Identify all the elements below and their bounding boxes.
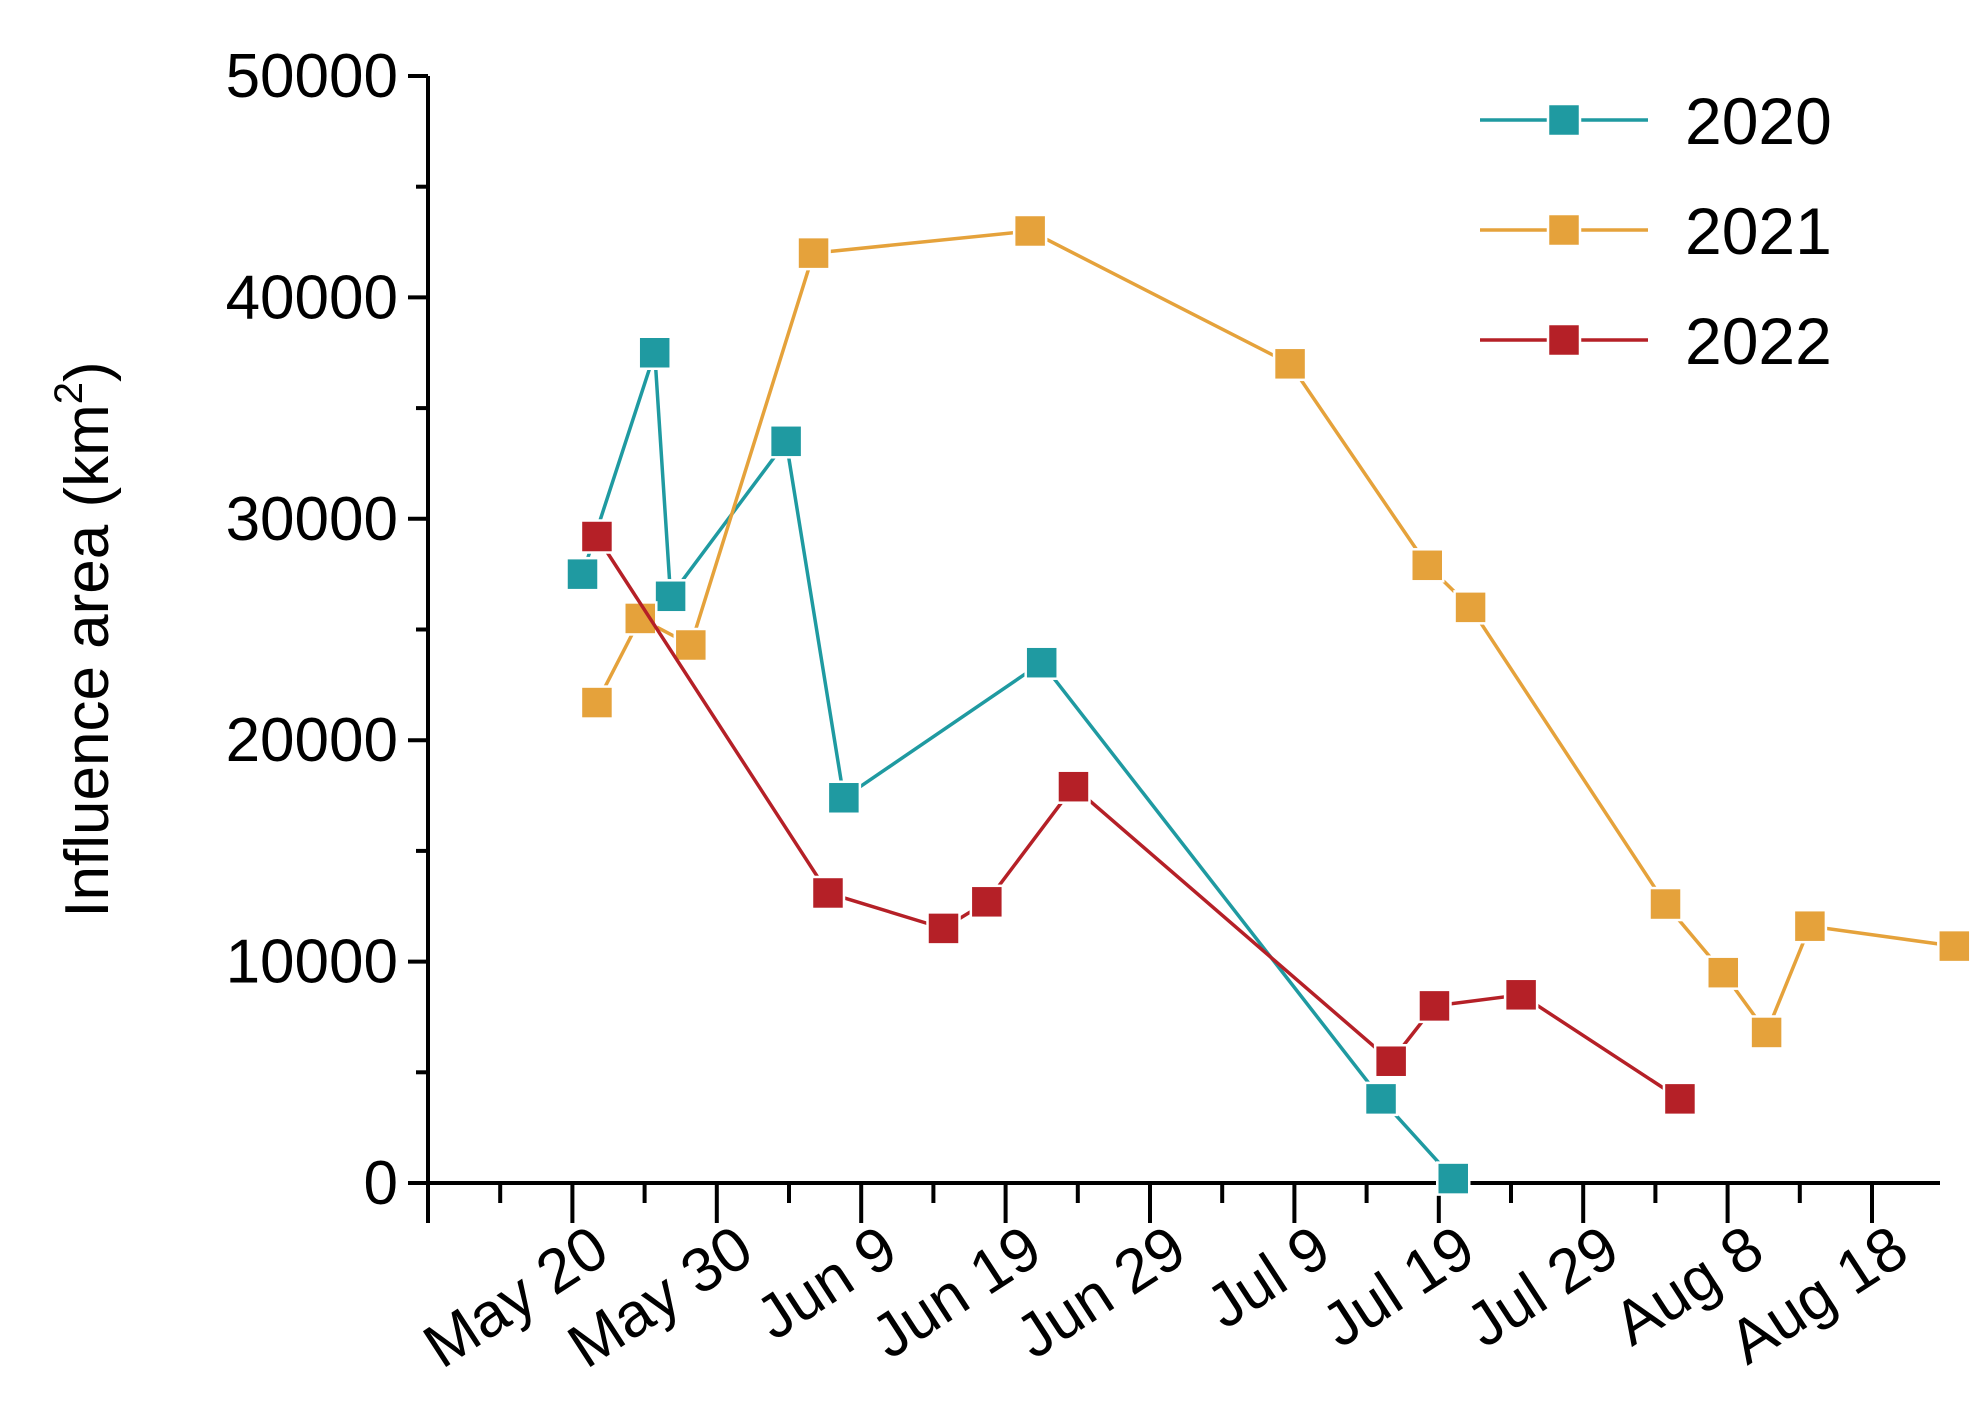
data-point-2021 — [579, 685, 615, 720]
y-ticks: 0 10000 20000 30000 40000 50000 — [226, 42, 428, 1218]
series-2020 — [565, 335, 1471, 1196]
data-point-2020 — [565, 556, 600, 592]
legend-label: 2020 — [1685, 84, 1832, 158]
legend-item-2021: 2021 — [1480, 194, 1832, 268]
legend-label: 2022 — [1685, 304, 1832, 378]
x-tick-label: Jul 9 — [1195, 1213, 1342, 1342]
data-point-2021 — [796, 235, 831, 271]
y-tick-label: 40000 — [226, 263, 398, 332]
legend-marker — [1546, 322, 1582, 358]
data-point-2020 — [826, 780, 862, 816]
data-point-2022 — [926, 911, 961, 946]
data-point-2022 — [1503, 977, 1539, 1013]
legend-item-2020: 2020 — [1480, 84, 1832, 158]
legend-marker — [1546, 102, 1582, 138]
x-tick-label: Jul 29 — [1454, 1213, 1630, 1361]
data-point-2022 — [969, 884, 1005, 920]
data-point-2021 — [1648, 886, 1683, 922]
data-point-2022 — [1373, 1043, 1409, 1079]
y-tick-label: 20000 — [226, 706, 398, 775]
data-point-2020 — [1024, 645, 1059, 680]
data-point-2022 — [1417, 988, 1452, 1024]
legend-label: 2021 — [1685, 194, 1832, 268]
legend: 2020 2021 2022 — [1480, 84, 1832, 378]
data-point-2022 — [1662, 1081, 1698, 1117]
y-tick-label: 0 — [364, 1149, 398, 1218]
data-point-2021 — [1749, 1015, 1784, 1050]
data-point-2021 — [1012, 213, 1048, 249]
data-point-2020 — [653, 579, 688, 614]
y-tick-label: 10000 — [226, 928, 398, 997]
data-point-2022 — [579, 519, 615, 554]
data-point-2022 — [810, 875, 846, 911]
x-tick-label: Jun 19 — [860, 1213, 1054, 1372]
x-tick-label: Jul 19 — [1310, 1213, 1486, 1361]
series-line-2020 — [580, 352, 1455, 1180]
data-point-2020 — [1435, 1161, 1471, 1196]
data-point-2021 — [673, 627, 709, 663]
y-tick-label: 50000 — [226, 42, 398, 111]
y-tick-label: 30000 — [226, 485, 398, 554]
data-point-2021 — [1453, 590, 1488, 625]
series-layer — [565, 213, 1972, 1196]
data-point-2021 — [1272, 346, 1308, 382]
data-point-2021 — [1409, 548, 1445, 583]
data-point-2021 — [623, 601, 658, 636]
data-point-2021 — [1706, 955, 1741, 990]
y-axis-title: Influence area (km2) — [47, 361, 122, 917]
legend-item-2022: 2022 — [1480, 304, 1832, 378]
data-point-2022 — [1056, 769, 1091, 804]
data-point-2021 — [1937, 928, 1972, 964]
series-line-2022 — [595, 535, 1681, 1101]
data-point-2020 — [768, 424, 804, 459]
x-tick-label: Jun 29 — [1004, 1213, 1198, 1372]
data-point-2021 — [1792, 908, 1828, 944]
series-2021 — [579, 213, 1972, 1050]
data-point-2020 — [637, 335, 672, 370]
legend-marker — [1546, 212, 1582, 248]
data-point-2020 — [1363, 1081, 1399, 1117]
series-2022 — [579, 519, 1698, 1117]
